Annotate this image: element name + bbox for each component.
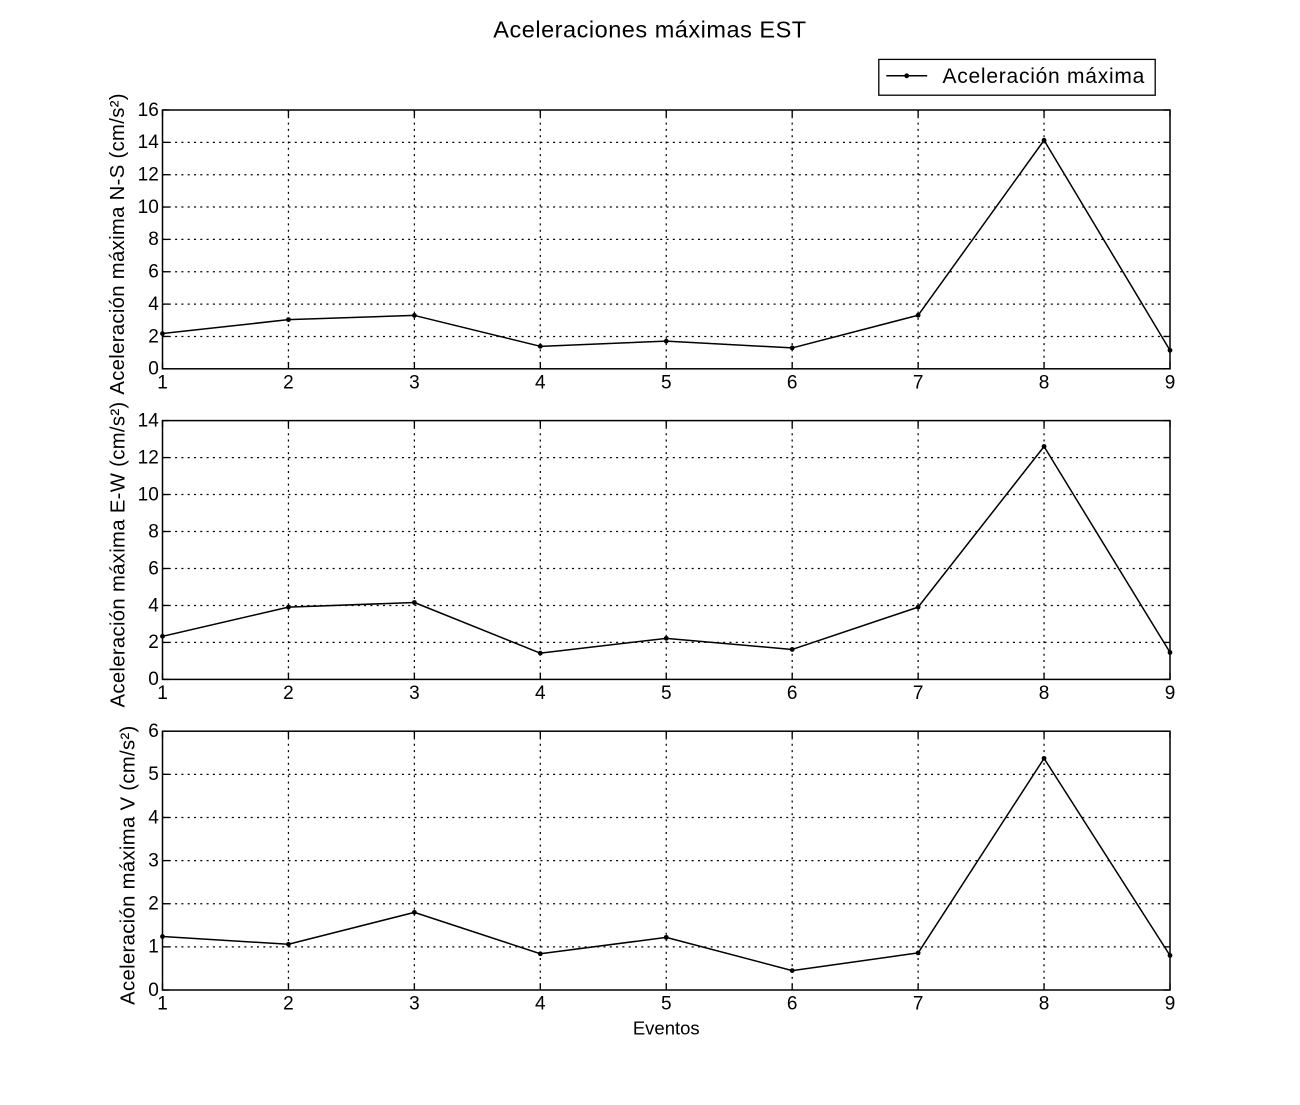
svg-text:Eventos: Eventos xyxy=(633,1017,700,1038)
svg-text:Aceleración máxima N-S (cm/s²): Aceleración máxima N-S (cm/s²) xyxy=(107,93,129,394)
svg-text:6: 6 xyxy=(787,373,798,394)
svg-text:6: 6 xyxy=(787,994,798,1015)
svg-text:3: 3 xyxy=(409,373,420,394)
svg-text:3: 3 xyxy=(148,850,159,871)
svg-text:10: 10 xyxy=(138,484,159,505)
svg-text:2: 2 xyxy=(283,373,294,394)
svg-text:9: 9 xyxy=(1165,994,1176,1015)
svg-text:6: 6 xyxy=(148,262,159,283)
svg-text:7: 7 xyxy=(913,683,924,704)
svg-text:1: 1 xyxy=(157,994,168,1015)
svg-text:8: 8 xyxy=(1039,373,1050,394)
svg-text:12: 12 xyxy=(138,447,159,468)
svg-text:14: 14 xyxy=(138,132,160,153)
svg-text:8: 8 xyxy=(148,229,159,250)
svg-text:16: 16 xyxy=(138,100,159,121)
svg-text:6: 6 xyxy=(787,683,798,704)
svg-text:5: 5 xyxy=(148,764,159,785)
svg-text:5: 5 xyxy=(661,373,672,394)
svg-text:2: 2 xyxy=(283,994,294,1015)
svg-text:Aceleraciones máximas EST: Aceleraciones máximas EST xyxy=(493,17,806,43)
svg-text:3: 3 xyxy=(409,683,420,704)
svg-text:Aceleración máxima V (cm/s²): Aceleración máxima V (cm/s²) xyxy=(117,725,139,1004)
svg-text:7: 7 xyxy=(913,373,924,394)
svg-text:9: 9 xyxy=(1165,683,1176,704)
svg-text:8: 8 xyxy=(1039,683,1050,704)
svg-text:3: 3 xyxy=(409,994,420,1015)
svg-text:1: 1 xyxy=(157,683,168,704)
svg-text:Aceleración máxima E-W (cm/s²): Aceleración máxima E-W (cm/s²) xyxy=(108,402,130,708)
svg-text:6: 6 xyxy=(148,721,159,742)
svg-text:12: 12 xyxy=(138,165,159,186)
svg-text:10: 10 xyxy=(138,197,159,218)
svg-text:0: 0 xyxy=(148,980,159,1001)
svg-text:2: 2 xyxy=(283,683,294,704)
svg-text:0: 0 xyxy=(148,669,159,690)
svg-text:5: 5 xyxy=(661,994,672,1015)
svg-text:4: 4 xyxy=(148,595,159,616)
svg-text:Aceleración máxima: Aceleración máxima xyxy=(943,65,1146,88)
svg-text:9: 9 xyxy=(1165,373,1176,394)
svg-text:1: 1 xyxy=(157,373,168,394)
svg-text:14: 14 xyxy=(138,410,160,431)
svg-text:4: 4 xyxy=(535,994,546,1015)
svg-text:8: 8 xyxy=(148,521,159,542)
svg-text:4: 4 xyxy=(535,683,546,704)
svg-text:0: 0 xyxy=(148,359,159,380)
svg-text:2: 2 xyxy=(148,326,159,347)
svg-text:6: 6 xyxy=(148,558,159,579)
svg-text:2: 2 xyxy=(148,632,159,653)
svg-text:7: 7 xyxy=(913,994,924,1015)
svg-text:2: 2 xyxy=(148,894,159,915)
svg-text:8: 8 xyxy=(1039,994,1050,1015)
svg-text:1: 1 xyxy=(148,937,159,958)
svg-text:4: 4 xyxy=(535,373,546,394)
svg-text:4: 4 xyxy=(148,294,159,315)
svg-text:4: 4 xyxy=(148,807,159,828)
svg-text:5: 5 xyxy=(661,683,672,704)
